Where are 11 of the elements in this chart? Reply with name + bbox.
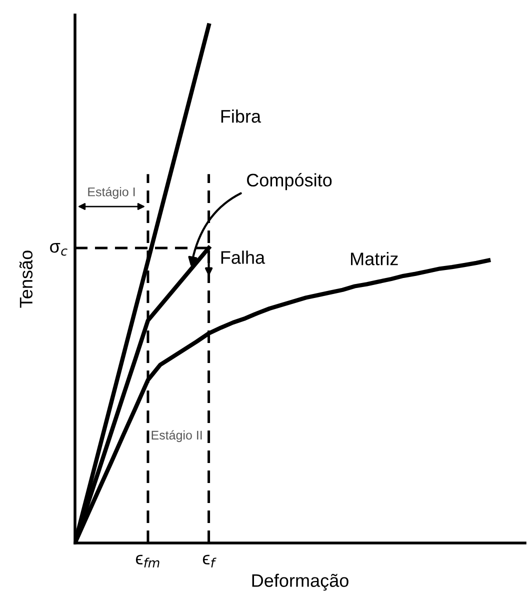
x-tick-label: ϵ$_{fm}$: [136, 554, 160, 568]
annotation: Falha: [221, 250, 266, 264]
x-axis-title: Deformação: [252, 574, 348, 591]
text: Compósito: [247, 173, 332, 190]
x-tick-label: ϵ$_{f}$: [202, 554, 216, 568]
series-label: Fibra: [221, 109, 262, 123]
annotation: Estágio I: [88, 186, 135, 199]
series-label: Matriz: [351, 252, 398, 266]
y-axis-title: Tensão: [19, 250, 33, 308]
ref-line-label: σ$_{c}$: [50, 243, 68, 256]
annotation: Estágio II: [152, 430, 202, 442]
